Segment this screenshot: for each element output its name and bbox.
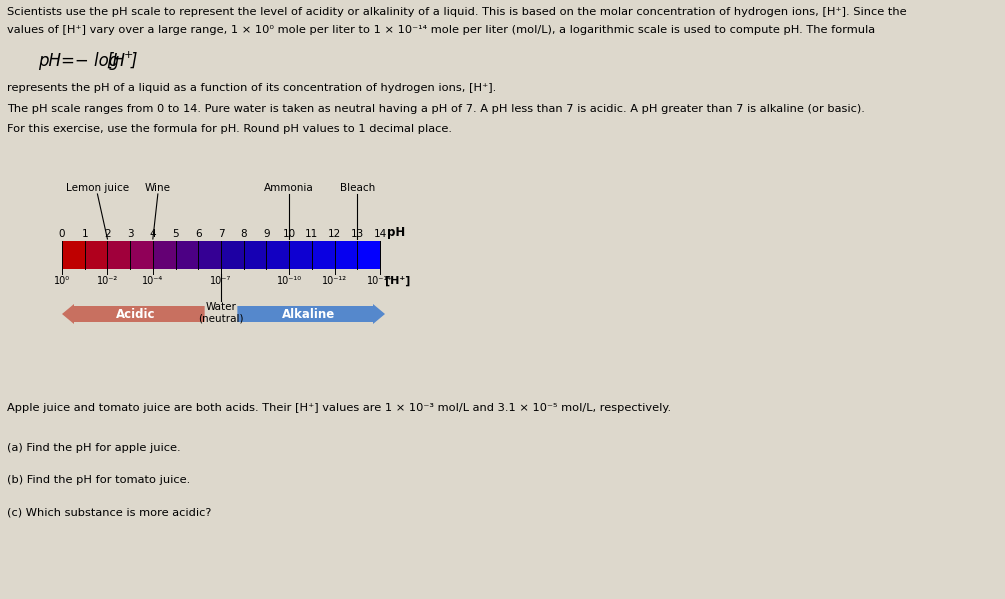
Bar <box>266 241 289 269</box>
Bar <box>84 241 108 269</box>
Text: 9: 9 <box>263 229 269 239</box>
Text: 1: 1 <box>81 229 88 239</box>
Text: 3: 3 <box>127 229 134 239</box>
Bar <box>312 241 335 269</box>
Text: Bleach: Bleach <box>340 183 375 193</box>
FancyArrow shape <box>237 304 385 324</box>
Text: 11: 11 <box>306 229 319 239</box>
Bar <box>244 241 267 269</box>
Text: The pH scale ranges from 0 to 14. Pure water is taken as neutral having a pH of : The pH scale ranges from 0 to 14. Pure w… <box>7 104 865 114</box>
Text: 7: 7 <box>218 229 224 239</box>
Text: Wine: Wine <box>145 183 171 193</box>
Text: 10⁰: 10⁰ <box>54 276 70 286</box>
Text: [H: [H <box>106 52 125 70</box>
Text: [H⁺]: [H⁺] <box>385 276 410 286</box>
Bar <box>198 241 221 269</box>
Text: ]: ] <box>131 52 138 70</box>
Text: 5: 5 <box>172 229 179 239</box>
Text: Scientists use the pH scale to represent the level of acidity or alkalinity of a: Scientists use the pH scale to represent… <box>7 7 907 17</box>
Text: (b) Find the pH for tomato juice.: (b) Find the pH for tomato juice. <box>7 475 190 485</box>
Text: For this exercise, use the formula for pH. Round pH values to 1 decimal place.: For this exercise, use the formula for p… <box>7 124 452 134</box>
Bar <box>153 241 176 269</box>
Text: pH: pH <box>387 226 405 239</box>
Text: Water
(neutral): Water (neutral) <box>198 302 244 323</box>
Bar <box>289 241 313 269</box>
Text: 14: 14 <box>374 229 387 239</box>
Text: 10⁻¹²: 10⁻¹² <box>322 276 347 286</box>
Bar <box>221 241 244 269</box>
Text: values of [H⁺] vary over a large range, 1 × 10⁰ mole per liter to 1 × 10⁻¹⁴ mole: values of [H⁺] vary over a large range, … <box>7 25 875 35</box>
Text: 0: 0 <box>58 229 65 239</box>
Text: 4: 4 <box>150 229 156 239</box>
Text: 10⁻¹⁰: 10⁻¹⁰ <box>276 276 301 286</box>
Text: Ammonia: Ammonia <box>264 183 314 193</box>
Text: 10⁻²: 10⁻² <box>96 276 118 286</box>
Text: 12: 12 <box>328 229 341 239</box>
Text: Apple juice and tomato juice are both acids. Their [H⁺] values are 1 × 10⁻³ mol/: Apple juice and tomato juice are both ac… <box>7 403 671 413</box>
FancyArrow shape <box>62 304 205 324</box>
Bar <box>62 241 85 269</box>
Text: 2: 2 <box>105 229 111 239</box>
Bar <box>335 241 358 269</box>
Text: pH=− log: pH=− log <box>38 52 120 70</box>
Text: represents the pH of a liquid as a function of its concentration of hydrogen ion: represents the pH of a liquid as a funct… <box>7 83 496 93</box>
Text: 8: 8 <box>240 229 247 239</box>
Text: +: + <box>124 50 134 60</box>
Text: (c) Which substance is more acidic?: (c) Which substance is more acidic? <box>7 507 211 518</box>
Bar <box>176 241 199 269</box>
Text: Acidic: Acidic <box>116 307 156 320</box>
Text: 13: 13 <box>351 229 364 239</box>
Text: 10: 10 <box>282 229 295 239</box>
Text: 6: 6 <box>195 229 202 239</box>
Text: 10⁻¹⁴: 10⁻¹⁴ <box>368 276 393 286</box>
Text: Lemon juice: Lemon juice <box>66 183 129 193</box>
Text: Alkaline: Alkaline <box>282 307 336 320</box>
Text: 10⁻⁴: 10⁻⁴ <box>143 276 164 286</box>
Text: 10⁻⁷: 10⁻⁷ <box>210 276 231 286</box>
Bar <box>358 241 381 269</box>
Bar <box>108 241 131 269</box>
Text: (a) Find the pH for apple juice.: (a) Find the pH for apple juice. <box>7 443 181 453</box>
Bar <box>130 241 154 269</box>
